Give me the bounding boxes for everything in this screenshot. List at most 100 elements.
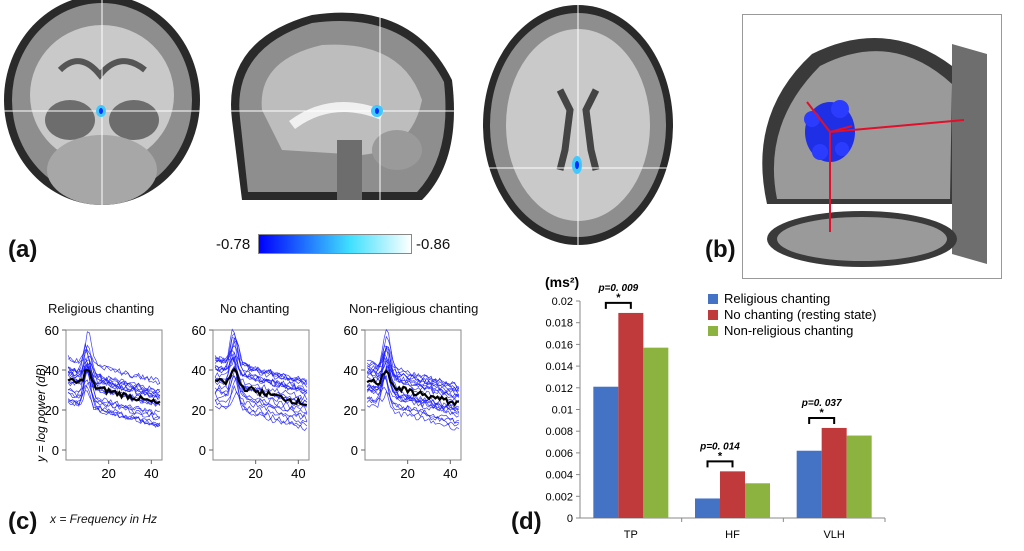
eeg-ytick-label: 40: [192, 363, 206, 378]
eeg-ytick-label: 20: [45, 403, 59, 418]
eeg-plot-2: 60 40 20 0 20 40: [192, 323, 310, 481]
panel-label-a: (a): [8, 236, 38, 263]
y-tick-label: 0.018: [545, 318, 573, 330]
bar-vlh-series-3: [846, 435, 872, 518]
eeg-plot-frame: [212, 329, 310, 461]
bar-vlh-series-2: [821, 427, 847, 518]
bar-vlh-series-1: [796, 450, 822, 518]
eeg-ytick-label: 60: [344, 323, 358, 338]
eeg-trace: [67, 381, 161, 427]
colorbar: [258, 234, 412, 254]
y-tick-label: 0.008: [545, 426, 573, 438]
p-value-label: p=0. 014: [699, 441, 740, 452]
eeg-trace: [366, 360, 460, 397]
eeg-mean-trace: [214, 367, 308, 407]
coronal-slice-image: [0, 0, 205, 215]
significance-star: *: [820, 407, 825, 419]
panel-label-b: (b): [705, 236, 736, 263]
eeg-ytick-label: 20: [192, 403, 206, 418]
eeg-trace: [214, 375, 308, 431]
eeg-trace: [366, 345, 459, 396]
sagittal-slice-image: [212, 0, 467, 215]
eeg-ytick-label: 20: [344, 403, 358, 418]
bar-tp-series-2: [618, 312, 644, 518]
chart-unit-label: (ms²): [545, 274, 579, 290]
eeg-trace: [67, 359, 161, 394]
colorbar-max-label: -0.86: [416, 236, 451, 253]
three-d-cluster-image: [742, 14, 1002, 279]
eeg-xtick-label: 40: [291, 466, 305, 481]
bar-hf-series-2: [720, 471, 745, 518]
p-value-label: p=0. 037: [801, 398, 842, 409]
eeg-trace: [214, 332, 308, 388]
y-tick-label: 0.002: [545, 491, 573, 503]
eeg-xtick-label: 40: [144, 466, 158, 481]
y-tick-label: 0.02: [552, 296, 573, 308]
eeg-plot-frame: [65, 329, 163, 461]
colorbar-min-label: -0.78: [216, 236, 251, 253]
eeg-ytick-label: 40: [45, 363, 59, 378]
eeg-trace: [215, 350, 307, 393]
legend-swatch: [708, 294, 718, 304]
eeg-ytick-label: 40: [344, 363, 358, 378]
eeg-plot-frame: [364, 329, 462, 461]
bar-hf-series-3: [745, 483, 770, 518]
y-tick-label: 0.004: [545, 470, 573, 482]
x-tick-label: HF: [725, 529, 740, 541]
eeg-plot-3: 60 40 20 0 20 40: [344, 323, 462, 481]
significance-bracket: [706, 460, 734, 468]
eeg-trace: [366, 346, 460, 392]
eeg-trace: [367, 328, 460, 389]
eeg-trace: [67, 349, 161, 384]
eeg-ytick-label: 0: [351, 443, 358, 458]
legend-swatch: [708, 326, 718, 336]
axial-slice-image: [470, 0, 690, 250]
y-tick-label: 0.006: [545, 448, 573, 460]
legend-label: Non-religious chanting: [724, 323, 853, 338]
eeg-trace: [67, 366, 160, 418]
eeg-title-no-chanting: No chanting: [220, 301, 290, 316]
legend-swatch: [708, 310, 718, 320]
eeg-ytick-label: 0: [199, 443, 206, 458]
x-tick-label: TP: [624, 529, 638, 541]
hrv-bar-chart: (ms²) 0 0.002 0.004 0.006 0.008 0.01 0.012 0.014…: [545, 274, 886, 541]
eeg-trace: [67, 384, 160, 425]
eeg-trace: [214, 391, 308, 427]
eeg-trace: [366, 356, 459, 412]
p-value-label: p=0. 009: [597, 283, 638, 294]
y-tick-label: 0.014: [545, 361, 573, 373]
eeg-trace: [366, 335, 460, 388]
eeg-plot-1: 60 40 20 0 20 40: [45, 323, 163, 481]
eeg-xtick-label: 40: [443, 466, 457, 481]
eeg-trace: [366, 386, 460, 431]
y-tick-label: 0: [567, 513, 573, 525]
bar-hf-series-1: [695, 498, 720, 518]
eeg-ylabel: y = log power (dB): [34, 364, 48, 463]
legend-label: Religious chanting: [724, 291, 830, 306]
eeg-trace: [366, 371, 459, 415]
panel-label-d: (d): [511, 508, 542, 535]
y-tick-label: 0.016: [545, 339, 573, 351]
eeg-trace: [214, 337, 308, 394]
eeg-xtick-label: 20: [400, 466, 414, 481]
eeg-ytick-label: 60: [45, 323, 59, 338]
eeg-trace: [214, 375, 308, 414]
eeg-trace: [366, 364, 459, 410]
eeg-xtick-label: 20: [101, 466, 115, 481]
eeg-trace: [67, 390, 161, 428]
y-tick-label: 0.012: [545, 383, 573, 395]
eeg-trace: [67, 331, 161, 385]
eeg-trace: [214, 357, 308, 401]
eeg-mean-trace: [366, 369, 460, 408]
significance-star: *: [616, 292, 621, 304]
bar-tp-series-1: [593, 386, 619, 518]
eeg-xlabel: x = Frequency in Hz: [50, 512, 158, 526]
eeg-title-non-religious: Non-religious chanting: [349, 301, 479, 316]
significance-bracket: [604, 301, 632, 309]
eeg-ytick-label: 60: [192, 323, 206, 338]
eeg-spectra-plots: y = log power (dB) 60 40 20 0 20 40 60 40 20 0 20 4…: [34, 323, 462, 481]
significance-bracket: [808, 416, 836, 424]
eeg-trace: [367, 366, 460, 418]
eeg-xtick-label: 20: [248, 466, 262, 481]
eeg-trace: [366, 350, 460, 391]
